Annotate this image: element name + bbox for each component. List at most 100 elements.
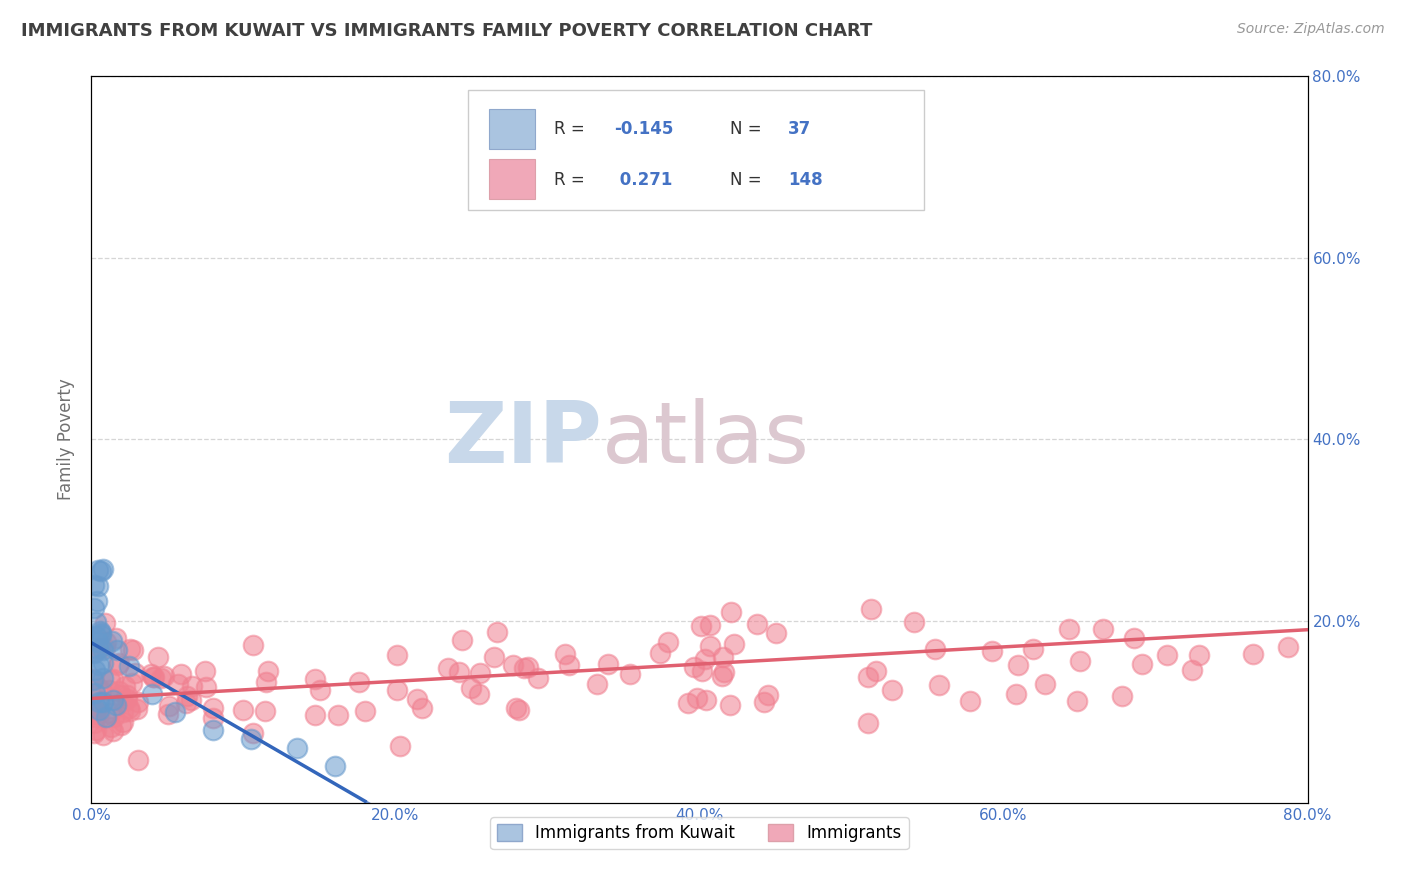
Point bbox=[1033, 676, 1056, 690]
Point bbox=[127, 753, 149, 767]
Point bbox=[142, 670, 165, 684]
Text: atlas: atlas bbox=[602, 398, 810, 481]
Point bbox=[108, 657, 131, 671]
Point bbox=[84, 615, 107, 629]
Point bbox=[710, 669, 733, 683]
Point bbox=[103, 673, 125, 687]
Point bbox=[94, 635, 117, 649]
Point bbox=[502, 657, 524, 672]
Point bbox=[657, 635, 679, 649]
Point bbox=[693, 651, 716, 665]
Point bbox=[87, 642, 110, 657]
Point bbox=[84, 629, 107, 643]
Point bbox=[1021, 641, 1043, 656]
Legend: Immigrants from Kuwait, Immigrants: Immigrants from Kuwait, Immigrants bbox=[491, 817, 908, 849]
Point bbox=[1277, 640, 1299, 654]
Point bbox=[1341, 219, 1364, 233]
Point bbox=[91, 643, 114, 657]
Text: -0.145: -0.145 bbox=[614, 120, 673, 138]
Point bbox=[89, 624, 111, 639]
Point bbox=[689, 619, 711, 633]
Point bbox=[167, 676, 190, 690]
Point bbox=[1007, 658, 1029, 673]
Point bbox=[686, 691, 709, 706]
Text: N =: N = bbox=[730, 170, 766, 189]
Point bbox=[91, 562, 114, 576]
FancyBboxPatch shape bbox=[489, 109, 536, 148]
Point bbox=[117, 688, 139, 702]
Point bbox=[285, 741, 308, 756]
Point bbox=[84, 686, 107, 700]
Point bbox=[100, 720, 122, 734]
Point bbox=[111, 715, 134, 730]
Point bbox=[170, 666, 193, 681]
Point bbox=[650, 646, 672, 660]
Point bbox=[107, 657, 129, 672]
Point bbox=[554, 647, 576, 661]
Point bbox=[120, 641, 142, 656]
Point bbox=[157, 699, 180, 714]
Point bbox=[460, 681, 482, 696]
Point bbox=[385, 648, 408, 662]
Point bbox=[451, 633, 474, 648]
Point bbox=[104, 698, 127, 712]
Point bbox=[1122, 631, 1144, 645]
Point bbox=[127, 702, 149, 716]
Point bbox=[111, 695, 134, 709]
Point bbox=[513, 661, 536, 675]
Point bbox=[242, 725, 264, 739]
Point bbox=[304, 672, 326, 686]
Point bbox=[110, 718, 132, 732]
Point bbox=[90, 628, 112, 642]
Point bbox=[1091, 622, 1114, 636]
Point bbox=[105, 642, 128, 657]
Point bbox=[83, 726, 105, 740]
Point bbox=[180, 679, 202, 693]
Point bbox=[1066, 694, 1088, 708]
Point bbox=[176, 689, 198, 703]
Point bbox=[90, 564, 112, 578]
Point bbox=[87, 635, 110, 649]
Point bbox=[108, 689, 131, 703]
Point bbox=[121, 676, 143, 690]
Point bbox=[152, 669, 174, 683]
Point bbox=[695, 692, 717, 706]
Point bbox=[856, 670, 879, 684]
Point bbox=[101, 633, 124, 648]
Point bbox=[1069, 654, 1091, 668]
Point bbox=[699, 617, 721, 632]
Point bbox=[87, 681, 110, 695]
Point bbox=[157, 707, 180, 722]
Point bbox=[202, 711, 225, 725]
Text: R =: R = bbox=[554, 120, 589, 138]
Point bbox=[141, 687, 163, 701]
Point bbox=[508, 703, 530, 717]
Point bbox=[586, 677, 609, 691]
Point bbox=[254, 674, 277, 689]
Point bbox=[527, 671, 550, 685]
Point bbox=[143, 670, 166, 684]
Point bbox=[558, 657, 581, 672]
Text: R =: R = bbox=[554, 170, 589, 189]
Point bbox=[1156, 648, 1178, 662]
Point bbox=[195, 680, 218, 694]
Point bbox=[118, 704, 141, 718]
Point bbox=[101, 693, 124, 707]
Point bbox=[89, 640, 111, 655]
Point bbox=[718, 698, 741, 713]
Point bbox=[959, 694, 981, 708]
Point bbox=[150, 671, 173, 685]
Point bbox=[1057, 622, 1080, 636]
Point bbox=[676, 696, 699, 710]
Point bbox=[1111, 689, 1133, 703]
Point bbox=[859, 602, 882, 616]
Point bbox=[84, 663, 107, 677]
Text: 148: 148 bbox=[789, 170, 823, 189]
Point bbox=[89, 695, 111, 709]
Point bbox=[202, 723, 225, 737]
Point bbox=[91, 671, 114, 685]
Point bbox=[127, 695, 149, 709]
Point bbox=[91, 695, 114, 709]
Point bbox=[124, 665, 146, 680]
Text: 0.271: 0.271 bbox=[614, 170, 672, 189]
